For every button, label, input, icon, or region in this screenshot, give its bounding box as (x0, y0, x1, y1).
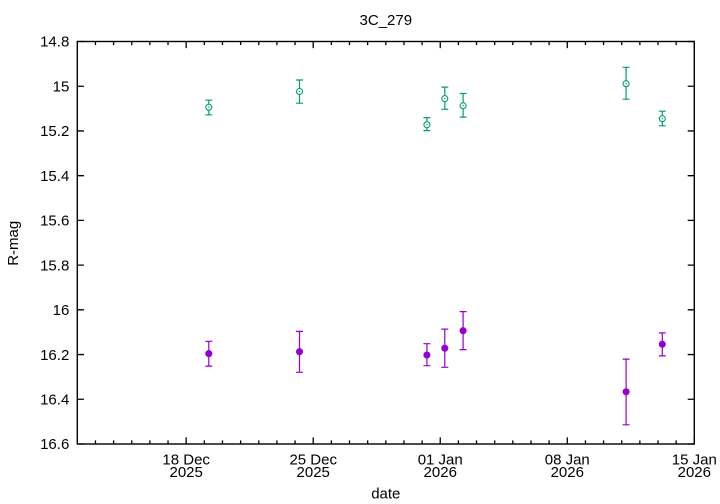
svg-text:2025: 2025 (297, 464, 330, 481)
svg-text:16.4: 16.4 (40, 391, 69, 408)
svg-text:08 Jan: 08 Jan (545, 451, 590, 468)
svg-text:2026: 2026 (551, 464, 584, 481)
svg-text:2025: 2025 (169, 464, 202, 481)
svg-text:15.4: 15.4 (40, 168, 69, 185)
svg-text:3C_279: 3C_279 (360, 12, 413, 29)
svg-text:15.2: 15.2 (40, 123, 69, 140)
svg-text:2026: 2026 (424, 464, 457, 481)
svg-text:15: 15 (53, 78, 70, 95)
svg-text:15.8: 15.8 (40, 257, 69, 274)
svg-text:16.6: 16.6 (40, 436, 69, 453)
svg-text:16.2: 16.2 (40, 347, 69, 364)
svg-text:16: 16 (53, 302, 70, 319)
svg-text:15.6: 15.6 (40, 213, 69, 230)
svg-text:2026: 2026 (678, 464, 711, 481)
svg-text:25 Dec: 25 Dec (289, 451, 337, 468)
svg-text:14.8: 14.8 (40, 34, 69, 51)
svg-text:15 Jan: 15 Jan (672, 451, 717, 468)
svg-text:01 Jan: 01 Jan (418, 451, 463, 468)
svg-text:18 Dec: 18 Dec (162, 451, 210, 468)
svg-text:R-mag: R-mag (5, 221, 22, 266)
svg-text:date: date (371, 485, 400, 502)
